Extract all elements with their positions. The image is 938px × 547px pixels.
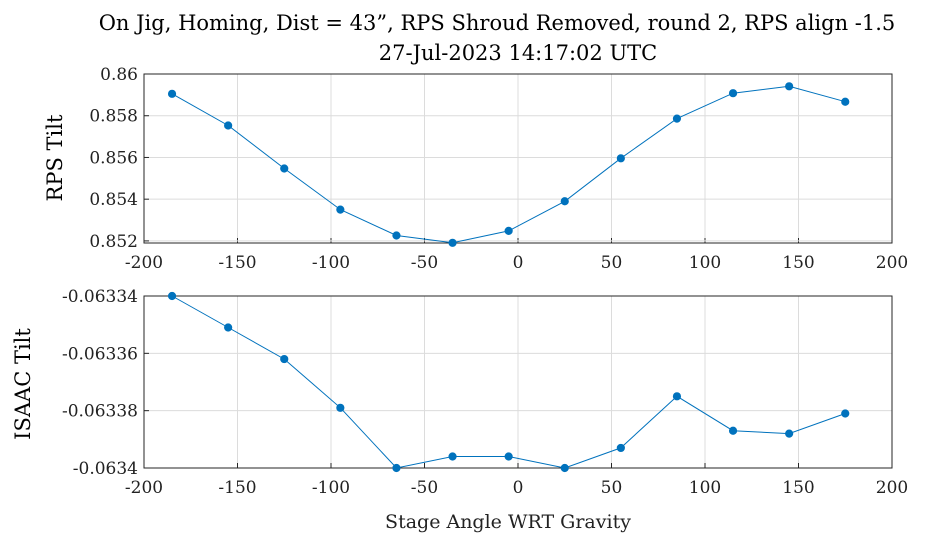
data-point — [560, 197, 569, 206]
data-point — [672, 392, 682, 401]
data-point — [728, 426, 738, 435]
data-point — [448, 452, 457, 461]
x-tick-label: 200 — [876, 478, 908, 498]
x-tick-label: 100 — [689, 253, 721, 273]
y-tick-label: 0.852 — [89, 232, 138, 252]
y-axis-label: ISAAC Tilt — [11, 328, 35, 440]
x-tick-label: -50 — [411, 478, 438, 498]
data-point — [785, 82, 794, 91]
data-point — [672, 114, 682, 123]
rps-tilt-axes: -200 -150 -100 -50 0 50 100 150 200 0.852 0.854 0.8… — [43, 65, 908, 273]
data-point — [616, 443, 625, 453]
x-tick-label: -150 — [218, 253, 256, 273]
data-point — [785, 429, 794, 438]
y-tick-label: 0.854 — [89, 190, 138, 210]
x-tick-label: -100 — [312, 478, 350, 498]
x-tick-label: -150 — [218, 478, 256, 498]
data-point — [448, 238, 457, 247]
x-tick-label: -50 — [411, 253, 438, 273]
data-point — [392, 231, 401, 240]
x-tick-label: 0 — [513, 478, 524, 498]
data-point — [167, 291, 177, 301]
data-point — [280, 354, 289, 364]
series-line — [171, 85, 846, 244]
isaac-tilt-axes: -200 -150 -100 -50 0 50 100 150 200 -0.0634 -0.063… — [11, 287, 908, 533]
data-point — [336, 403, 345, 412]
x-tick-label: 0 — [513, 253, 524, 273]
y-tick-label: -0.06334 — [62, 287, 138, 307]
y-tick-label: -0.06338 — [62, 402, 138, 422]
y-tick-label: 0.856 — [89, 148, 138, 168]
x-tick-label: 150 — [782, 478, 814, 498]
x-tick-label: -200 — [125, 253, 163, 273]
x-tick-label: 50 — [601, 478, 623, 498]
y-tick-label: 0.858 — [89, 107, 138, 127]
data-point — [560, 463, 569, 473]
data-point — [280, 164, 289, 173]
y-tick-label: -0.0634 — [73, 459, 138, 479]
y-axis-label: RPS Tilt — [43, 114, 67, 201]
chart-title-line2: 27-Jul-2023 14:17:02 UTC — [379, 41, 657, 65]
data-point — [504, 452, 513, 461]
y-tick-label: -0.06336 — [62, 344, 138, 364]
x-tick-label: 150 — [782, 253, 814, 273]
axes-box — [143, 73, 893, 244]
data-point — [392, 463, 401, 473]
x-axis-label: Stage Angle WRT Gravity — [385, 511, 631, 533]
x-tick-label: -100 — [312, 253, 350, 273]
x-tick-label: 50 — [601, 253, 623, 273]
data-point — [616, 154, 625, 163]
data-point — [224, 323, 233, 332]
data-point — [841, 409, 850, 418]
axes-box — [143, 295, 893, 469]
data-point — [336, 205, 345, 214]
data-point — [728, 89, 738, 98]
x-tick-label: 200 — [876, 253, 908, 273]
data-point — [167, 89, 177, 98]
data-point — [224, 121, 233, 130]
series-line — [171, 295, 846, 469]
data-point — [841, 97, 850, 106]
chart-title-line1: On Jig, Homing, Dist = 43”, RPS Shroud R… — [99, 11, 896, 35]
data-point — [504, 226, 513, 235]
x-tick-label: -200 — [125, 478, 163, 498]
y-tick-label: 0.86 — [100, 65, 138, 85]
x-tick-label: 100 — [689, 478, 721, 498]
